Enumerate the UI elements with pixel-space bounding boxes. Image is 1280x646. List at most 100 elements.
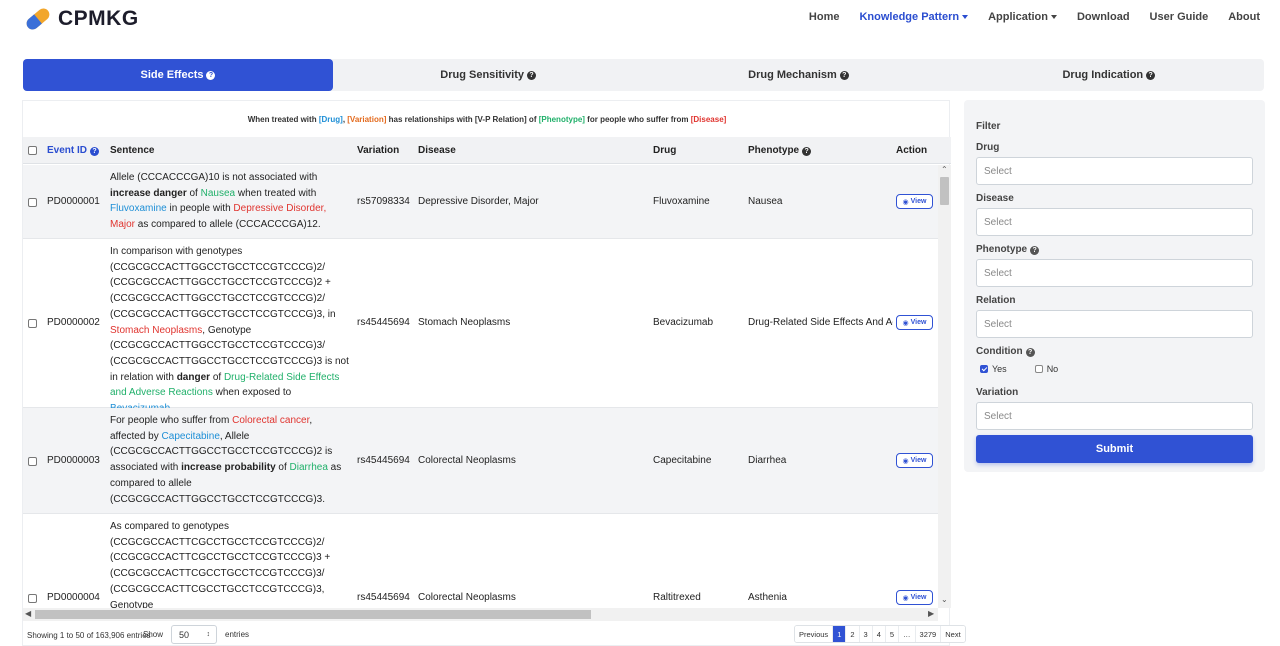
page-last[interactable]: 3279 bbox=[915, 626, 942, 642]
page-size-control: Show 50 ↕ entries bbox=[143, 625, 249, 644]
row-checkbox[interactable] bbox=[28, 457, 37, 466]
table-body: PD0000001 Allele (CCCACCCGA)10 is not as… bbox=[23, 165, 938, 608]
sentence-text: when treated with bbox=[235, 187, 317, 199]
select-all-checkbox[interactable] bbox=[28, 146, 37, 155]
page-next[interactable]: Next bbox=[941, 626, 965, 642]
relation-label: Relation bbox=[976, 295, 1016, 306]
page-3[interactable]: 3 bbox=[859, 626, 873, 642]
entries-select[interactable]: 50 ↕ bbox=[171, 625, 218, 644]
help-icon[interactable]: ? bbox=[1025, 348, 1035, 357]
sentence-drug: Capecitabine bbox=[161, 430, 220, 442]
header-phenotype[interactable]: Phenotype? bbox=[748, 145, 812, 156]
vertical-scroll-thumb[interactable] bbox=[940, 177, 949, 205]
eye-icon: ◉ bbox=[902, 319, 911, 327]
sentence-drug: Fluvoxamine bbox=[110, 203, 167, 215]
nav-application[interactable]: Application bbox=[978, 11, 1067, 23]
phenotype: Asthenia bbox=[748, 592, 787, 603]
tab-label: Drug Indication bbox=[1062, 69, 1144, 81]
drug: Fluvoxamine bbox=[653, 196, 710, 207]
drug-select[interactable]: Select bbox=[976, 157, 1253, 185]
help-icon[interactable]: ? bbox=[839, 70, 849, 80]
scroll-right-icon[interactable]: ▶ bbox=[928, 609, 935, 618]
table-row: PD0000003 For people who suffer from Col… bbox=[23, 408, 938, 514]
nav-about[interactable]: About bbox=[1228, 11, 1260, 23]
sentence-text: In comparison with genotypes (CCGCGCCACT… bbox=[110, 246, 336, 320]
row-checkbox[interactable] bbox=[28, 594, 37, 603]
page-4[interactable]: 4 bbox=[872, 626, 886, 642]
nav-user-guide[interactable]: User Guide bbox=[1149, 11, 1209, 23]
help-icon[interactable]: ? bbox=[1030, 246, 1040, 255]
condition-no-checkbox[interactable] bbox=[1034, 365, 1043, 373]
row-checkbox[interactable] bbox=[28, 319, 37, 328]
scroll-down-icon[interactable]: ⌄ bbox=[941, 595, 948, 604]
legend-disease: [Disease] bbox=[690, 115, 727, 124]
legend-text: for people who suffer from bbox=[584, 115, 691, 124]
help-icon[interactable]: ? bbox=[90, 147, 100, 156]
header-event-id[interactable]: Event ID? bbox=[47, 145, 100, 156]
caret-down-icon bbox=[962, 15, 969, 20]
variation-select[interactable]: Select bbox=[976, 402, 1253, 430]
tab-side-effects[interactable]: Side Effects? bbox=[23, 59, 333, 91]
sentence: Allele (CCCACCCGA)10 is not associated w… bbox=[110, 170, 350, 233]
help-icon[interactable]: ? bbox=[206, 70, 216, 80]
disease-label: Disease bbox=[976, 193, 1014, 204]
view-button[interactable]: ◉ View bbox=[896, 590, 933, 605]
header-variation[interactable]: Variation bbox=[357, 145, 400, 156]
nav-knowledge-pattern[interactable]: Knowledge Pattern bbox=[849, 11, 978, 23]
view-button[interactable]: ◉ View bbox=[896, 194, 933, 209]
header-disease[interactable]: Disease bbox=[418, 145, 456, 156]
brand[interactable]: CPMKG bbox=[22, 4, 139, 34]
sentence-text: when exposed to bbox=[212, 387, 292, 399]
disease: Depressive Disorder, Major bbox=[418, 196, 539, 207]
entries-value: 50 bbox=[179, 629, 190, 640]
sentence-relation: danger bbox=[176, 371, 211, 383]
sentence-relation: increase probability bbox=[181, 462, 276, 474]
row-checkbox[interactable] bbox=[28, 198, 37, 207]
filter-panel: Filter Drug Select Disease Select Phenot… bbox=[964, 100, 1265, 472]
sentence-text: Allele (CCCACCCGA)10 is not associated w… bbox=[110, 172, 318, 183]
variation: rs57098334 bbox=[357, 196, 410, 207]
sentence-disease: Stomach Neoplasms bbox=[110, 324, 203, 336]
scroll-left-icon[interactable]: ◀ bbox=[25, 609, 32, 618]
condition-yes-checkbox[interactable] bbox=[980, 365, 988, 373]
variation: rs45445694 bbox=[357, 455, 410, 466]
page-1[interactable]: 1 bbox=[833, 626, 847, 642]
submit-button[interactable]: Submit bbox=[976, 435, 1253, 463]
view-label: View bbox=[910, 594, 927, 601]
sentence-text: For people who suffer from bbox=[110, 415, 233, 426]
horizontal-scroll-thumb[interactable] bbox=[35, 610, 591, 619]
condition-label-text: Condition bbox=[976, 346, 1023, 357]
page-previous[interactable]: Previous bbox=[795, 626, 834, 642]
help-icon[interactable]: ? bbox=[802, 147, 812, 156]
header-phenotype-label: Phenotype bbox=[748, 145, 800, 156]
pagination: Previous 1 2 3 4 5 … 3279 Next bbox=[794, 625, 966, 643]
page-2[interactable]: 2 bbox=[846, 626, 860, 642]
nav-knowledge-pattern-label: Knowledge Pattern bbox=[859, 11, 960, 23]
view-button[interactable]: ◉ View bbox=[896, 315, 933, 330]
relation-select[interactable]: Select bbox=[976, 310, 1253, 338]
phenotype-select[interactable]: Select bbox=[976, 259, 1253, 287]
view-button[interactable]: ◉ View bbox=[896, 453, 933, 468]
vertical-scrollbar[interactable]: ⌃ ⌄ bbox=[938, 165, 951, 608]
tab-drug-mechanism[interactable]: Drug Mechanism? bbox=[643, 59, 953, 91]
sentence-relation: increase danger bbox=[110, 187, 187, 199]
table-row: PD0000001 Allele (CCCACCCGA)10 is not as… bbox=[23, 165, 938, 239]
entries-info: Showing 1 to 50 of 163,906 entries bbox=[27, 631, 151, 640]
sentence-phenotype: Diarrhea bbox=[289, 462, 328, 474]
legend-variation: [Variation] bbox=[347, 115, 387, 124]
scroll-up-icon[interactable]: ⌃ bbox=[941, 165, 948, 174]
legend-text: When treated with bbox=[247, 115, 319, 124]
tab-drug-sensitivity[interactable]: Drug Sensitivity? bbox=[333, 59, 643, 91]
nav-download[interactable]: Download bbox=[1076, 11, 1130, 23]
horizontal-scrollbar[interactable]: ◀ ▶ bbox=[23, 608, 938, 621]
relation-legend: When treated with [Drug], [Variation] ha… bbox=[23, 115, 951, 124]
header-sentence[interactable]: Sentence bbox=[110, 145, 155, 156]
disease-select[interactable]: Select bbox=[976, 208, 1253, 236]
nav-home[interactable]: Home bbox=[808, 11, 840, 23]
help-icon[interactable]: ? bbox=[1146, 70, 1156, 80]
legend-phenotype: [Phenotype] bbox=[538, 115, 585, 124]
page-5[interactable]: 5 bbox=[885, 626, 900, 642]
help-icon[interactable]: ? bbox=[527, 70, 537, 80]
header-drug[interactable]: Drug bbox=[653, 145, 677, 156]
tab-drug-indication[interactable]: Drug Indication? bbox=[954, 59, 1264, 91]
